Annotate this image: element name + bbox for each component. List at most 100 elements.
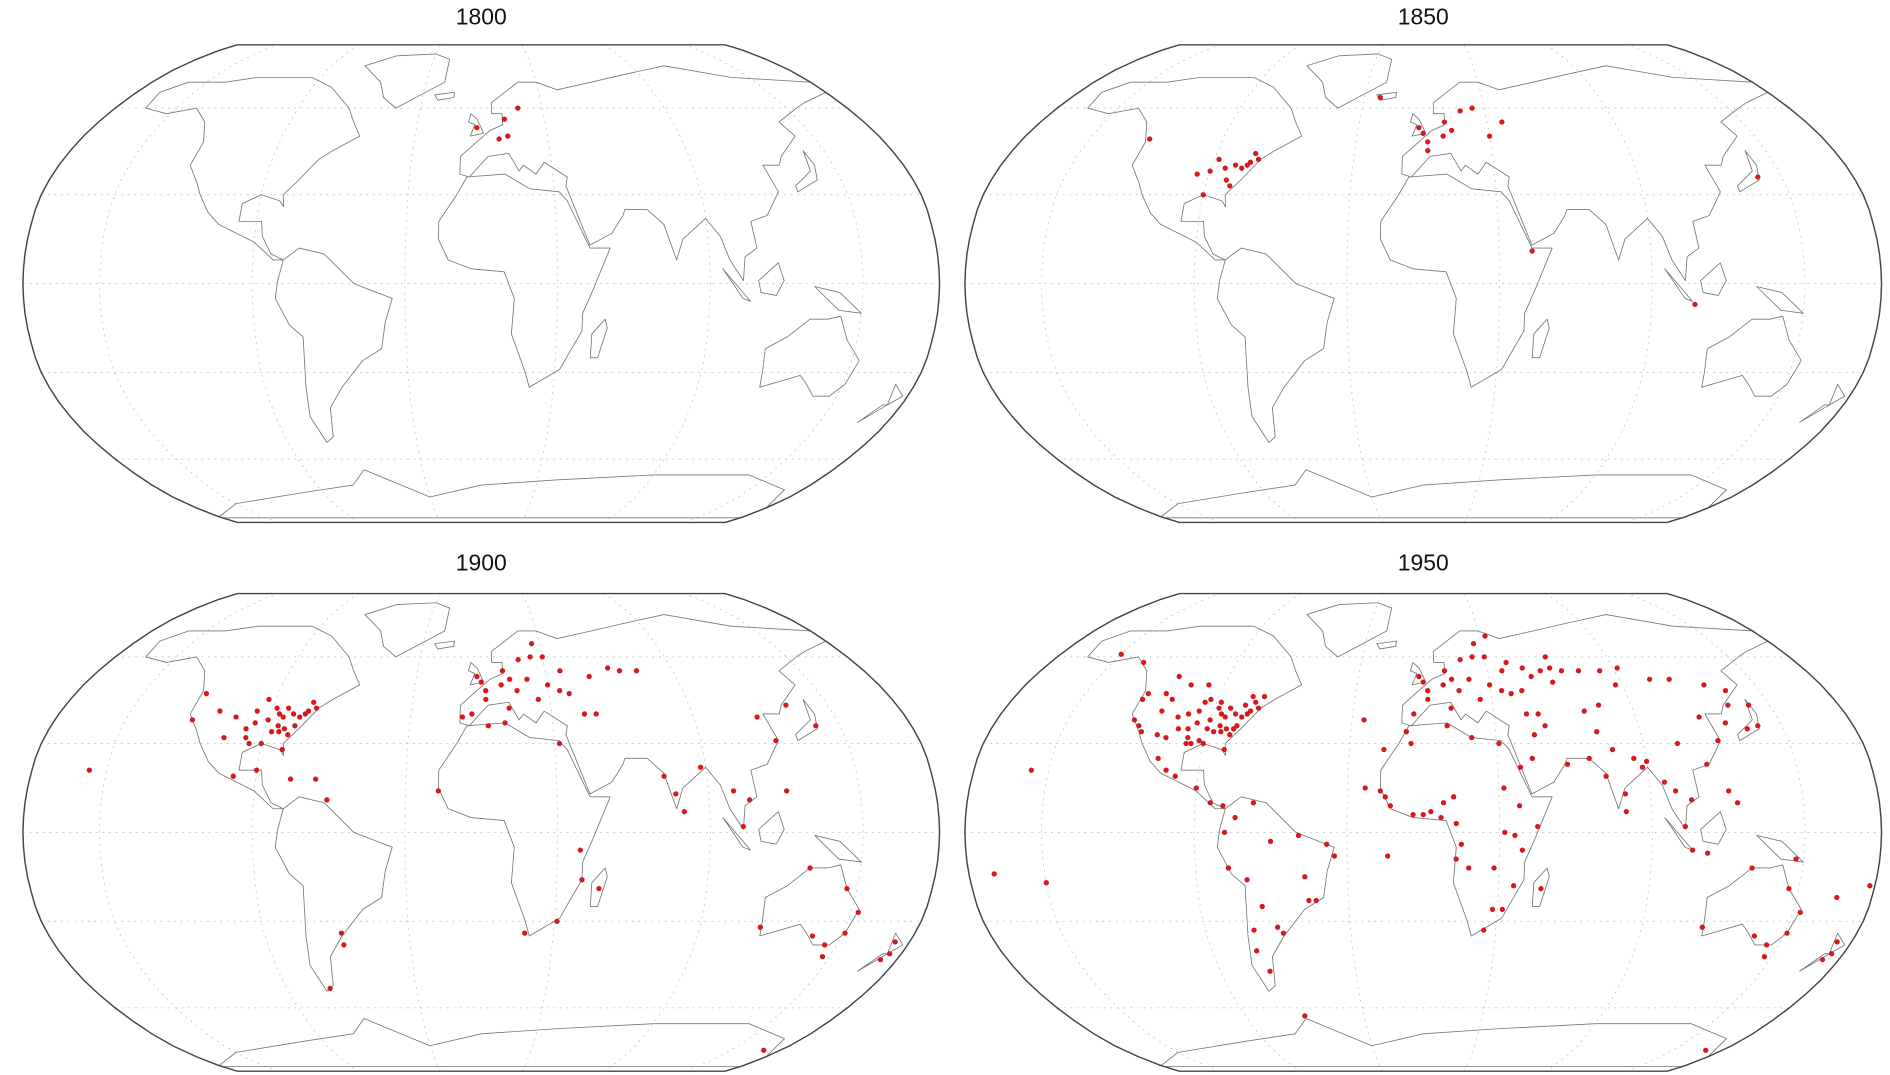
location-dot bbox=[1207, 717, 1213, 723]
location-dot bbox=[266, 696, 272, 703]
location-dot bbox=[877, 956, 884, 963]
coastline bbox=[274, 247, 393, 443]
location-dot bbox=[1217, 723, 1223, 729]
location-dot bbox=[1594, 729, 1600, 735]
coastline bbox=[145, 76, 361, 261]
location-dot bbox=[1253, 699, 1259, 705]
location-dot bbox=[1444, 723, 1450, 729]
graticule bbox=[1040, 44, 1221, 523]
location-dot bbox=[1377, 94, 1383, 101]
location-dot bbox=[313, 705, 320, 711]
coastline bbox=[814, 834, 862, 863]
graticule bbox=[404, 593, 441, 1072]
location-dot bbox=[1491, 865, 1497, 871]
location-dot bbox=[1440, 133, 1446, 139]
location-dot bbox=[1313, 897, 1319, 904]
graticule bbox=[404, 44, 441, 523]
location-dot bbox=[1486, 133, 1493, 139]
location-dot bbox=[1216, 156, 1222, 163]
location-dot bbox=[1244, 162, 1250, 168]
location-dot bbox=[1696, 714, 1702, 720]
location-dot bbox=[253, 767, 260, 773]
location-dot bbox=[341, 942, 347, 948]
location-dot bbox=[1631, 755, 1637, 761]
location-dot bbox=[1408, 740, 1414, 747]
location-dot bbox=[1176, 673, 1182, 680]
coastline bbox=[1376, 640, 1397, 650]
location-dot bbox=[274, 705, 280, 711]
map-panel: 1800 bbox=[22, 3, 941, 524]
location-dot bbox=[1558, 668, 1565, 674]
location-dot bbox=[1185, 734, 1191, 741]
location-dot bbox=[1159, 708, 1165, 714]
location-dot bbox=[554, 918, 560, 924]
graticule bbox=[1463, 593, 1500, 1072]
location-dot bbox=[1140, 659, 1147, 666]
location-dot bbox=[842, 930, 848, 936]
location-dot bbox=[1196, 737, 1202, 744]
graticule bbox=[1544, 593, 1653, 1072]
location-dot bbox=[1274, 924, 1281, 930]
location-dot bbox=[1411, 711, 1417, 717]
location-dot bbox=[1661, 779, 1668, 785]
graticule bbox=[602, 593, 711, 1072]
location-dot bbox=[813, 723, 819, 729]
location-dot bbox=[1261, 693, 1268, 700]
location-dot bbox=[577, 847, 584, 853]
location-dot bbox=[1200, 740, 1206, 747]
location-dot bbox=[1239, 714, 1245, 720]
location-dot bbox=[1218, 699, 1224, 705]
graticule bbox=[98, 593, 279, 1072]
location-dot bbox=[1428, 808, 1434, 815]
coastline bbox=[1216, 796, 1335, 992]
coastline bbox=[1531, 867, 1550, 907]
location-dot bbox=[1666, 676, 1672, 682]
location-dot bbox=[1456, 688, 1462, 694]
location-dot bbox=[1403, 729, 1409, 735]
location-dot bbox=[203, 690, 210, 697]
coastline bbox=[886, 932, 904, 955]
location-dot bbox=[1786, 885, 1792, 892]
location-dot bbox=[1546, 665, 1553, 671]
location-dot bbox=[1793, 856, 1799, 862]
location-dot bbox=[1210, 729, 1217, 735]
location-dot bbox=[1564, 761, 1571, 767]
location-dot bbox=[1510, 883, 1517, 889]
coastline bbox=[459, 614, 827, 830]
location-dot bbox=[233, 714, 239, 720]
location-dot bbox=[1725, 702, 1731, 708]
map-frame bbox=[22, 44, 941, 524]
location-dot bbox=[1306, 897, 1312, 904]
graticule bbox=[684, 44, 864, 523]
location-dot bbox=[265, 717, 271, 723]
location-dot bbox=[681, 808, 688, 815]
location-dot bbox=[1749, 865, 1755, 871]
location-dot bbox=[1755, 174, 1761, 180]
coastline bbox=[1401, 614, 1769, 830]
location-dot bbox=[1377, 788, 1383, 794]
location-dot bbox=[1155, 755, 1161, 761]
location-dot bbox=[1722, 720, 1729, 726]
location-dot bbox=[524, 676, 530, 682]
coastline bbox=[1379, 173, 1553, 388]
location-dot bbox=[1188, 682, 1194, 688]
location-dot bbox=[1185, 726, 1191, 732]
location-dot bbox=[1469, 105, 1475, 111]
location-dot bbox=[246, 740, 252, 747]
location-dot bbox=[1614, 665, 1620, 671]
coastline bbox=[1799, 953, 1830, 972]
location-dot bbox=[1834, 894, 1840, 901]
location-dot bbox=[1482, 633, 1488, 639]
location-dot bbox=[1232, 162, 1239, 168]
graticule bbox=[684, 593, 864, 1072]
coastline bbox=[145, 625, 361, 810]
coastline bbox=[758, 811, 785, 845]
location-dot bbox=[483, 696, 489, 703]
coastline bbox=[434, 640, 455, 650]
location-dot bbox=[1701, 682, 1707, 688]
location-dot bbox=[746, 797, 753, 803]
location-dot bbox=[697, 764, 704, 770]
graticule bbox=[1544, 44, 1653, 523]
location-dot bbox=[1175, 726, 1182, 732]
location-dot bbox=[312, 776, 319, 782]
